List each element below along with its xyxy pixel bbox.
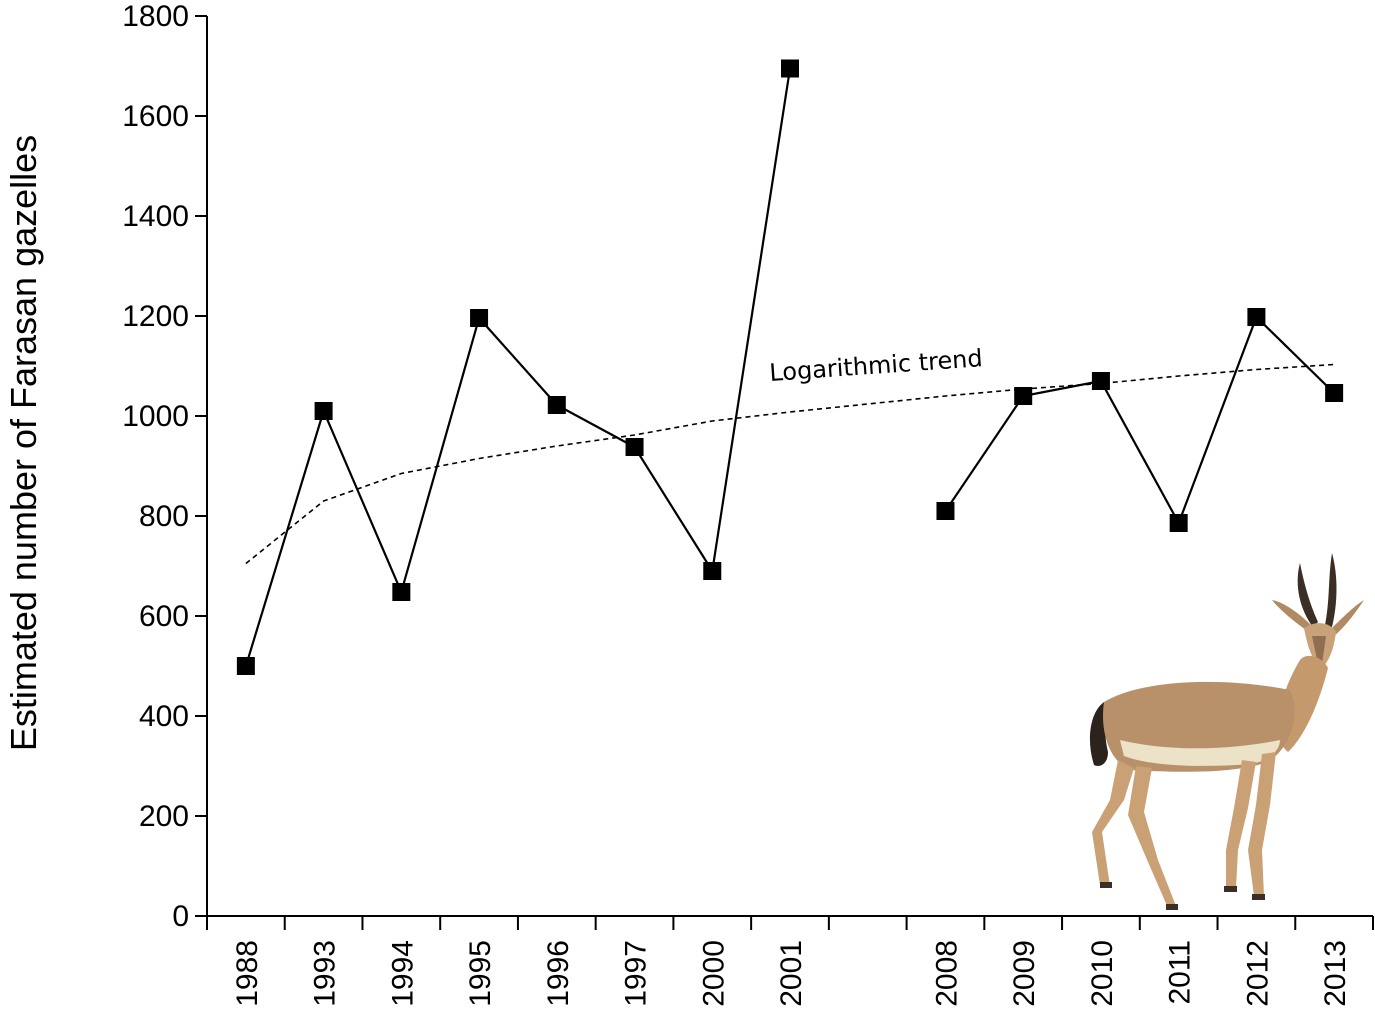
data-point [781,59,799,78]
data-point [547,396,566,414]
data-point [1014,387,1033,405]
x-tick-label: 2009 [1008,940,1041,1007]
x-tick-label: 1993 [309,940,342,1007]
trend-layer [245,363,1335,565]
data-point [314,402,333,420]
data-point [236,657,255,675]
data-point [1091,372,1110,390]
x-tick-label: 2011 [1164,940,1197,1005]
x-tick-label: 1996 [542,940,575,1007]
data-point [1325,384,1344,402]
x-tick-label: 1995 [464,940,497,1007]
y-tick-label: 1400 [122,200,189,233]
y-tick-label: 1200 [122,300,189,333]
y-tick-label: 1000 [122,400,189,433]
x-tick-label: 2012 [1241,940,1274,1007]
x-tick-label: 2013 [1319,940,1352,1007]
data-point [1247,308,1266,326]
y-tick-label: 1600 [122,100,189,133]
data-point [392,583,411,601]
data-point [1169,514,1188,532]
data-point [703,562,722,580]
trend-line [245,363,1335,565]
trend-label: Logarithmic trend [768,344,983,387]
data-point [936,502,955,520]
x-tick-label: 1988 [231,940,264,1007]
series-line [244,68,792,667]
gazelle-illustration [1089,553,1364,910]
y-axis-title: Estimated number of Farasan gazelles [3,135,44,751]
y-tick-label: 400 [139,700,189,733]
series-layer [236,59,1344,675]
x-tick-label: 2001 [775,940,808,1007]
data-point [470,309,489,327]
x-tick-label: 2010 [1086,940,1119,1007]
y-tick-label: 1800 [122,0,189,33]
x-tick-label: 2000 [697,940,730,1007]
x-axis: 1988 1993 1994 1995 1996 1997 2000 2001 2008 2009… [206,915,1374,1007]
x-tick-label: 1997 [620,940,653,1007]
y-tick-label: 200 [139,800,189,833]
y-tick-label: 0 [172,900,189,933]
x-tick-label: 1994 [386,940,419,1007]
y-tick-label: 800 [139,500,189,533]
data-point [625,438,644,456]
x-tick-label: 2008 [930,940,963,1007]
y-axis: 0 200 400 600 800 1000 1200 1400 1600 1800 [122,0,208,933]
y-tick-label: 600 [139,600,189,633]
series-line [944,315,1335,526]
